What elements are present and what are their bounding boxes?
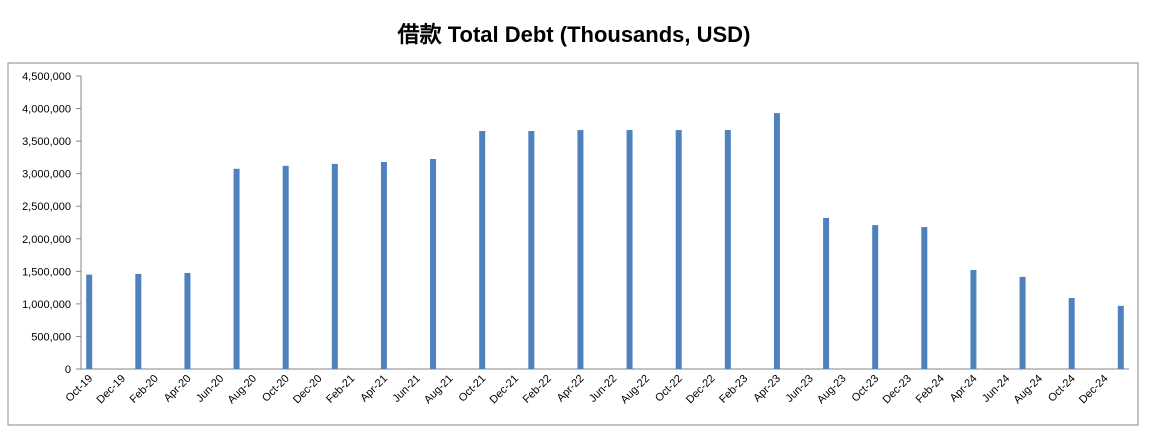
x-tick-label: Dec-20 [291, 373, 325, 407]
bar [430, 159, 437, 369]
bar [1068, 298, 1075, 369]
chart-border [7, 62, 1139, 426]
y-tick-label: 3,000,000 [22, 169, 71, 181]
bar [86, 274, 93, 369]
y-tick-label: 4,500,000 [22, 71, 71, 83]
x-tick-label: Apr-21 [358, 373, 390, 405]
x-tick-label: Oct-19 [63, 373, 95, 405]
x-tick-label: Dec-19 [94, 373, 128, 407]
bar [331, 163, 338, 369]
y-tick-label: 2,000,000 [22, 234, 71, 246]
y-tick-label: 500,000 [31, 331, 71, 343]
bar [184, 272, 191, 369]
x-tick-label: Aug-24 [1011, 373, 1045, 407]
x-tick-label: Oct-24 [1046, 373, 1078, 405]
x-tick-label: Feb-22 [521, 373, 554, 406]
bar [675, 130, 682, 369]
y-tick-label: 4,000,000 [22, 104, 71, 116]
x-tick-label: Jun-20 [194, 373, 226, 405]
x-tick-label: Oct-23 [849, 373, 881, 405]
x-tick-label: Dec-21 [487, 373, 521, 407]
x-tick-label: Jun-24 [980, 373, 1012, 405]
x-tick-label: Apr-24 [948, 373, 980, 405]
x-tick-label: Aug-20 [225, 373, 259, 407]
x-tick-label: Dec-24 [1077, 373, 1111, 407]
bar [1019, 276, 1026, 369]
x-tick-label: Feb-20 [128, 373, 161, 406]
x-tick-label: Apr-23 [751, 373, 783, 405]
x-tick-label: Dec-23 [880, 373, 914, 407]
x-tick-label: Oct-22 [653, 373, 685, 405]
x-tick-label: Jun-22 [587, 373, 619, 405]
x-tick-label: Aug-21 [422, 373, 456, 407]
bar [282, 165, 289, 369]
bar [921, 227, 928, 369]
x-tick-label: Jun-23 [784, 373, 816, 405]
bar [773, 113, 780, 369]
x-tick-label: Feb-21 [324, 373, 357, 406]
bar [233, 168, 240, 369]
bar [479, 131, 486, 369]
y-tick-label: 0 [65, 364, 71, 376]
y-tick-label: 1,500,000 [22, 266, 71, 278]
x-tick-label: Feb-24 [914, 373, 947, 406]
y-tick-label: 3,500,000 [22, 136, 71, 148]
x-tick-label: Aug-23 [815, 373, 849, 407]
bar [872, 225, 879, 369]
x-tick-label: Apr-20 [162, 373, 194, 405]
bar [626, 130, 633, 369]
bar [135, 273, 142, 369]
x-tick-label: Apr-22 [555, 373, 587, 405]
bar [528, 131, 535, 369]
bar [970, 270, 977, 369]
bar [724, 130, 731, 369]
y-tick-label: 2,500,000 [22, 201, 71, 213]
y-tick-label: 1,000,000 [22, 299, 71, 311]
x-tick-label: Aug-22 [618, 373, 652, 407]
chart-title: 借款 Total Debt (Thousands, USD) [397, 22, 751, 47]
x-tick-label: Feb-23 [717, 373, 750, 406]
bar [823, 217, 830, 369]
x-tick-label: Dec-22 [684, 373, 718, 407]
bar [380, 161, 387, 369]
bar [577, 130, 584, 369]
bar [1117, 305, 1124, 369]
x-tick-label: Oct-21 [456, 373, 488, 405]
x-tick-label: Oct-20 [260, 373, 292, 405]
x-tick-label: Jun-21 [391, 373, 423, 405]
